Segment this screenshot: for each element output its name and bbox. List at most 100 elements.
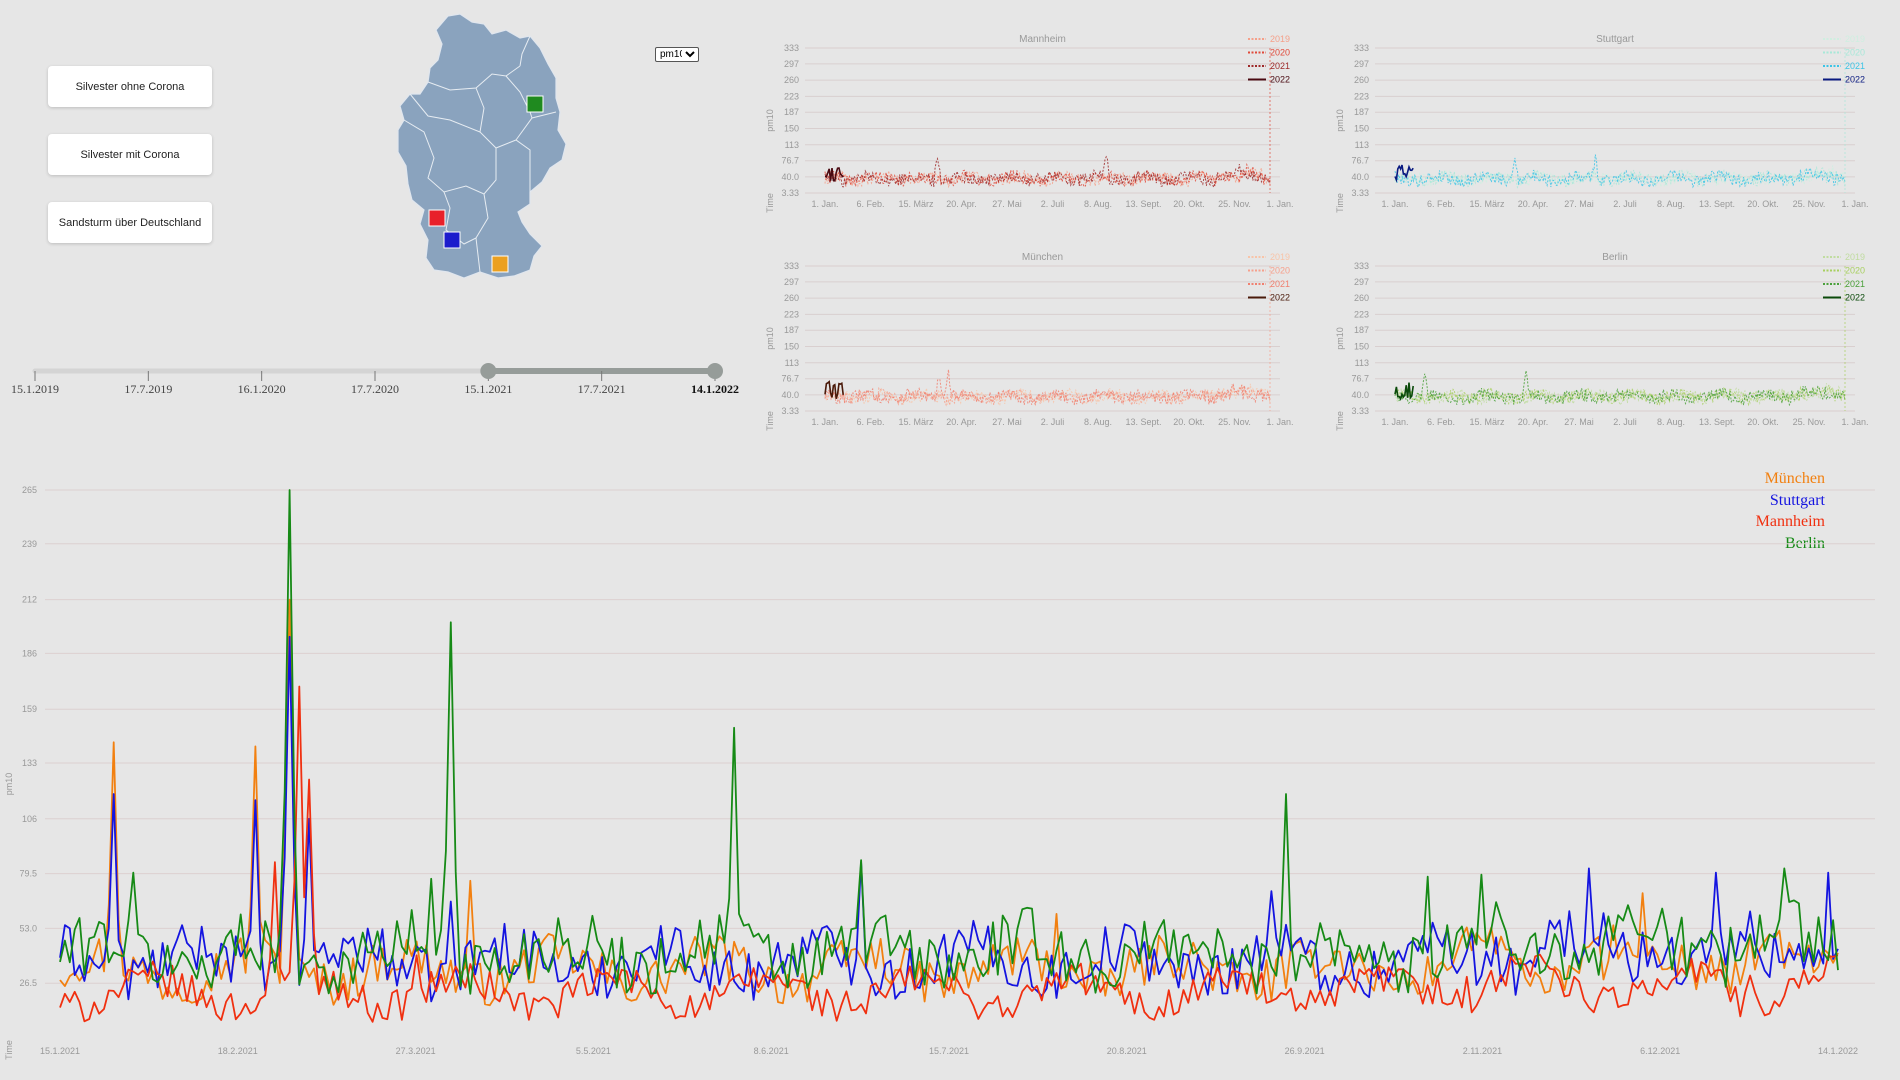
chart-title: Mannheim [1019, 34, 1066, 45]
germany-map [397, 13, 567, 279]
y-axis-label: pm10 [765, 327, 775, 350]
preset-silvester-ohne-corona-button[interactable]: Silvester ohne Corona [48, 66, 212, 107]
y-tick-label: 113 [1355, 140, 1369, 150]
legend-stuttgart[interactable]: Stuttgart [1769, 491, 1825, 509]
y-tick-label: 159 [22, 704, 37, 714]
slider-handle-end[interactable] [707, 363, 723, 379]
y-tick-label: 3.33 [1351, 406, 1369, 416]
x-tick-label: 1. Jan. [1381, 417, 1408, 427]
y-tick-label: 40.0 [1351, 172, 1369, 182]
chart-title: München [1022, 252, 1063, 263]
state-border [443, 191, 477, 245]
x-tick-label: 27. Mai [992, 417, 1022, 427]
y-tick-label: 223 [1354, 91, 1369, 101]
y-tick-label: 3.33 [1351, 188, 1369, 198]
legend-label: 2020 [1270, 48, 1290, 58]
timeline-tick-label: 17.7.2021 [578, 382, 626, 396]
city-marker-stuttgart[interactable] [443, 231, 461, 249]
legend-label: 2019 [1845, 34, 1865, 44]
x-tick-label: 6.12.2021 [1640, 1046, 1680, 1056]
x-tick-label: 15. März [1469, 199, 1505, 209]
chart-stuttgart: Stuttgart 3.33 40.0 76.7 113 150 187 223 260 297 3… [1335, 34, 1869, 213]
x-tick-label: 1. Jan. [1841, 417, 1868, 427]
legend-label: 2021 [1270, 279, 1290, 289]
series-2019 [1394, 383, 1846, 406]
y-axis-label: pm10 [1335, 109, 1345, 132]
x-tick-label: 8. Aug. [1657, 417, 1685, 427]
y-tick-label: 76.7 [1351, 374, 1369, 384]
legend-mannheim[interactable]: Mannheim [1755, 513, 1825, 530]
timeline-tick-label: 14.1.2022 [691, 382, 739, 396]
state-border [427, 65, 521, 91]
legend-muenchen[interactable]: München [1764, 470, 1825, 487]
x-tick-label: 1. Jan. [1381, 199, 1408, 209]
preset-silvester-mit-corona-button[interactable]: Silvester mit Corona [48, 134, 212, 175]
y-tick-label: 223 [1354, 309, 1369, 319]
x-tick-label: 6. Feb. [856, 199, 884, 209]
state-border [505, 75, 533, 119]
series-2020 [1394, 384, 1846, 407]
x-axis-label: Time [1335, 193, 1345, 213]
x-axis-label: Time [765, 193, 775, 213]
city-marker-münchen[interactable] [491, 255, 509, 273]
state-border [409, 93, 481, 133]
city-marker-mannheim[interactable] [428, 209, 446, 227]
preset-sandsturm-button[interactable]: Sandsturm über Deutschland [48, 202, 212, 243]
y-tick-label: 187 [1354, 107, 1369, 117]
chart-title: Stuttgart [1596, 34, 1634, 45]
metric-select[interactable]: pm10 [655, 47, 699, 62]
legend-label: 2022 [1270, 75, 1290, 85]
legend-label: 2020 [1845, 266, 1865, 276]
x-tick-label: 15.1.2021 [40, 1046, 80, 1056]
y-tick-label: 265 [22, 485, 37, 495]
x-tick-label: 15. März [1469, 417, 1505, 427]
x-axis-label: Time [4, 1040, 14, 1060]
legend-berlin[interactable]: Berlin [1785, 534, 1825, 552]
time-range-slider[interactable]: 15.1.2019 17.7.2019 16.1.2020 17.7.2020 15.1… [0, 355, 760, 405]
y-tick-label: 113 [1355, 358, 1369, 368]
x-tick-label: 20. Apr. [946, 417, 977, 427]
chart-berlin: Berlin 3.33 40.0 76.7 113 150 187 223 260 297 333 1… [1335, 252, 1869, 431]
y-tick-label: 76.7 [781, 374, 799, 384]
x-tick-label: 25. Nov. [1218, 199, 1251, 209]
x-tick-label: 1. Jan. [1841, 199, 1868, 209]
series-2021 [1394, 154, 1846, 189]
x-tick-label: 15. März [898, 199, 934, 209]
x-tick-label: 13. Sept. [1125, 199, 1161, 209]
x-tick-label: 13. Sept. [1699, 417, 1735, 427]
legend-label: 2020 [1270, 266, 1290, 276]
y-tick-label: 212 [22, 595, 37, 605]
y-tick-label: 113 [785, 358, 799, 368]
y-tick-label: 76.7 [1351, 156, 1369, 166]
x-tick-label: 20. Apr. [1518, 199, 1549, 209]
x-tick-label: 26.9.2021 [1285, 1046, 1325, 1056]
y-tick-label: 150 [784, 341, 799, 351]
x-tick-label: 25. Nov. [1793, 417, 1826, 427]
y-tick-label: 133 [22, 758, 37, 768]
series-2021 [824, 369, 1271, 406]
y-tick-label: 333 [1354, 261, 1369, 271]
x-tick-label: 8. Aug. [1084, 417, 1112, 427]
y-tick-label: 333 [784, 43, 799, 53]
y-axis-label: pm10 [765, 109, 775, 132]
legend-label: 2019 [1270, 34, 1290, 44]
germany-outline [397, 13, 567, 279]
x-tick-label: 27. Mai [992, 199, 1022, 209]
y-tick-label: 239 [22, 539, 37, 549]
chart-mannheim: Mannheim 3.33 40.0 76.7 113 150 187 223 260 297 33… [765, 34, 1294, 213]
series-2021 [1394, 370, 1846, 407]
y-tick-label: 187 [784, 107, 799, 117]
x-tick-label: 1. Jan. [1266, 199, 1293, 209]
city-marker-berlin[interactable] [526, 95, 544, 113]
y-tick-label: 106 [22, 814, 37, 824]
series-2022 [1394, 382, 1414, 401]
slider-handle-start[interactable] [480, 363, 497, 379]
y-tick-label: 3.33 [781, 188, 799, 198]
series-mannheim [59, 685, 1839, 1023]
legend-label: 2021 [1845, 61, 1865, 71]
y-tick-label: 26.5 [19, 978, 37, 988]
x-tick-label: 20.8.2021 [1107, 1046, 1147, 1056]
x-tick-label: 20. Okt. [1173, 417, 1205, 427]
y-tick-label: 333 [1354, 43, 1369, 53]
y-tick-label: 187 [784, 325, 799, 335]
